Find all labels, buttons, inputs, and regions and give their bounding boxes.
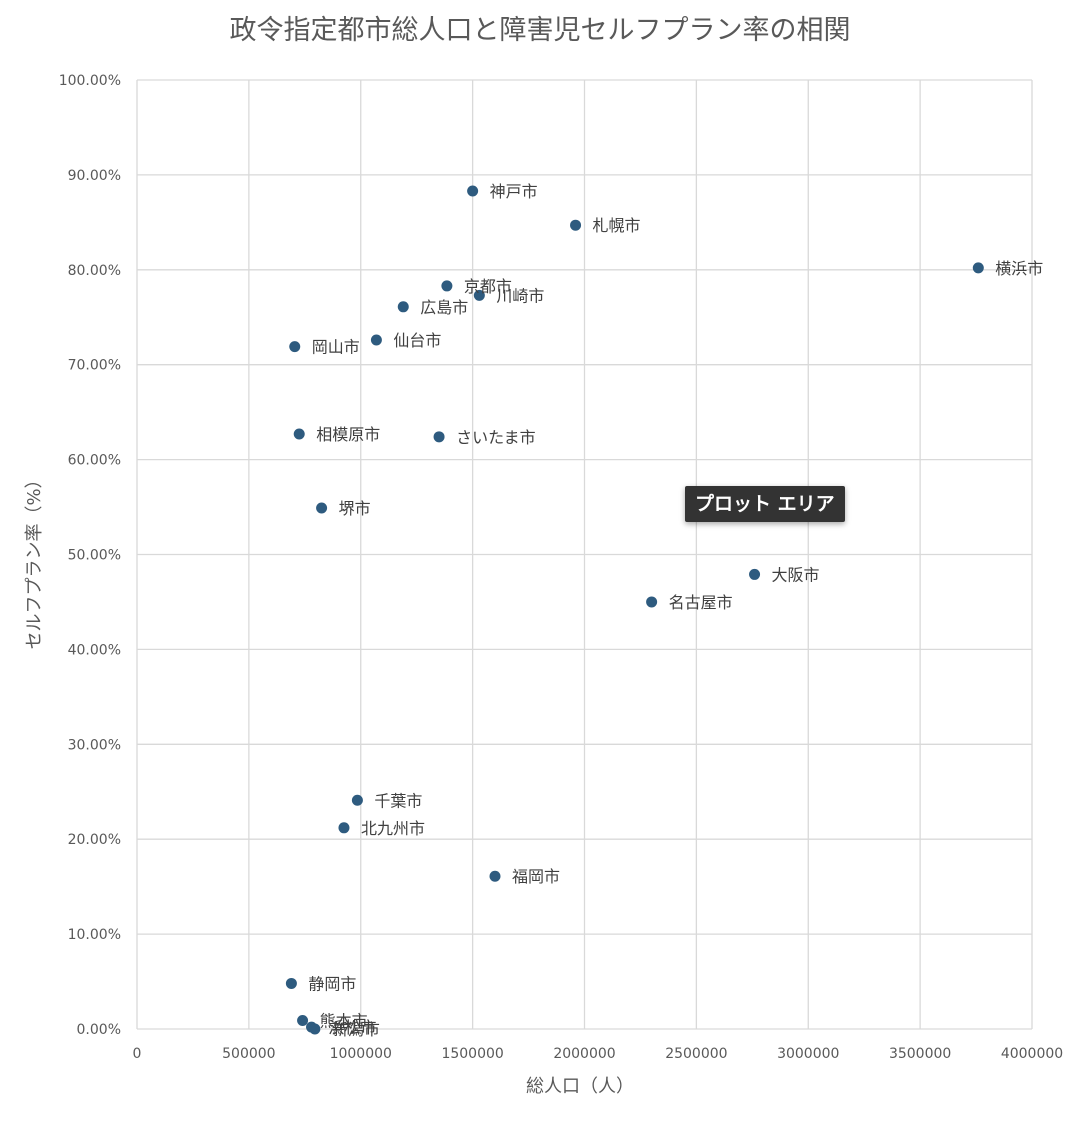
data-point[interactable] xyxy=(570,219,582,231)
data-point[interactable] xyxy=(285,977,297,989)
data-point[interactable] xyxy=(467,185,479,197)
data-point-label: 川崎市 xyxy=(496,286,544,305)
data-point-label: 福岡市 xyxy=(512,867,560,886)
data-point[interactable] xyxy=(433,431,445,443)
data-point-label: 北九州市 xyxy=(361,819,425,838)
data-point-label: 大阪市 xyxy=(772,565,820,584)
data-point-label: 新潟市 xyxy=(332,1020,380,1039)
y-tick-label: 0.00% xyxy=(77,1022,121,1038)
x-tick-label: 4000000 xyxy=(1001,1046,1063,1062)
data-point-label: 仙台市 xyxy=(393,331,441,350)
data-point-label: 静岡市 xyxy=(308,974,356,993)
data-point-label: 浜松市 xyxy=(329,1018,377,1037)
data-point[interactable] xyxy=(370,334,382,346)
x-tick-label: 3000000 xyxy=(777,1046,839,1062)
data-point[interactable] xyxy=(646,596,658,608)
data-point-label: 岡山市 xyxy=(312,338,360,357)
plot-area-tooltip: プロット エリア xyxy=(685,486,845,522)
data-point-label: 熊本市 xyxy=(320,1011,368,1030)
data-point-label: 名古屋市 xyxy=(669,593,733,612)
y-tick-label: 50.00% xyxy=(68,548,121,564)
x-tick-label: 2000000 xyxy=(553,1046,615,1062)
data-point-label: 広島市 xyxy=(420,298,468,317)
x-tick-label: 0 xyxy=(133,1046,142,1062)
data-point-label: 京都市 xyxy=(464,277,512,296)
chart-title: 政令指定都市総人口と障害児セルフプラン率の相関 xyxy=(230,15,851,46)
data-point[interactable] xyxy=(297,1014,309,1026)
y-tick-label: 40.00% xyxy=(68,642,121,658)
y-tick-label: 30.00% xyxy=(68,737,121,753)
data-point-label: 札幌市 xyxy=(593,216,641,235)
gridlines xyxy=(136,79,1033,1030)
data-point-label: 神戸市 xyxy=(490,182,538,201)
data-point-label: さいたま市 xyxy=(456,428,536,447)
data-point[interactable] xyxy=(293,428,305,440)
y-tick-label: 80.00% xyxy=(68,263,121,279)
data-point[interactable] xyxy=(289,341,301,353)
data-point[interactable] xyxy=(338,822,350,834)
data-point[interactable] xyxy=(351,794,363,806)
data-point[interactable] xyxy=(972,262,984,274)
x-axis-ticks: 0 500000 1000000 1500000 2000000 2500000 30000… xyxy=(133,1046,1064,1062)
x-axis-title: 総人口（人） xyxy=(526,1076,634,1097)
data-point-label: 堺市 xyxy=(339,499,371,518)
data-point[interactable] xyxy=(473,289,485,301)
y-axis-ticks: 0.00% 10.00% 20.00% 30.00% 40.00% 50.00% 60.00… xyxy=(59,73,121,1038)
y-tick-label: 70.00% xyxy=(68,358,121,374)
x-tick-label: 2500000 xyxy=(665,1046,727,1062)
data-point[interactable] xyxy=(397,301,409,313)
y-tick-label: 20.00% xyxy=(68,832,121,848)
data-point-label: 相模原市 xyxy=(316,425,380,444)
x-tick-label: 1500000 xyxy=(441,1046,503,1062)
data-point[interactable] xyxy=(489,870,501,882)
data-points xyxy=(285,185,984,1035)
y-tick-label: 100.00% xyxy=(59,73,121,89)
data-point[interactable] xyxy=(749,568,761,580)
x-tick-label: 500000 xyxy=(222,1046,275,1062)
y-axis-title: セルフプラン率（%） xyxy=(24,470,45,649)
data-point[interactable] xyxy=(316,502,328,514)
y-tick-label: 90.00% xyxy=(68,168,121,184)
y-tick-label: 60.00% xyxy=(68,453,121,469)
y-tick-label: 10.00% xyxy=(68,927,121,943)
x-tick-label: 1000000 xyxy=(330,1046,392,1062)
data-point-label: 横浜市 xyxy=(995,259,1043,278)
data-point-label: 千葉市 xyxy=(374,791,422,810)
data-point[interactable] xyxy=(441,280,453,292)
x-tick-label: 3500000 xyxy=(889,1046,951,1062)
data-point[interactable] xyxy=(309,1023,321,1035)
